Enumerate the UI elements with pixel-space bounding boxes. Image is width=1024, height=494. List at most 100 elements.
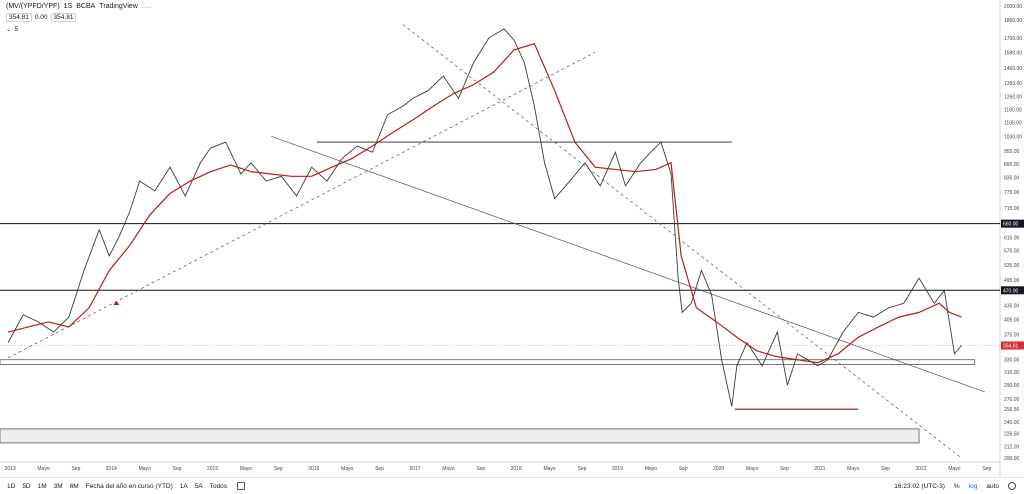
gear-icon[interactable] — [1008, 482, 1016, 490]
trendline[interactable] — [402, 24, 962, 459]
x-tick-label: 2018 — [511, 466, 522, 472]
timeframe-button[interactable]: 1A — [179, 482, 188, 490]
trendline[interactable] — [7, 51, 596, 359]
timeframe-button[interactable]: Fecha del año en curso (YTD) — [85, 482, 173, 490]
price-row: 354.81 0.00 354.81 — [6, 13, 77, 22]
symbol-name[interactable]: (MV/(YPFD/YPF) — [6, 3, 60, 10]
interval-label[interactable]: 1S — [63, 3, 73, 10]
level-badge — [1001, 219, 1024, 228]
y-tick-label: 1700.00 — [1004, 36, 1022, 42]
symbol-header: (MV/(YPFD/YPF) 1S BCBA TradingView ... — [6, 3, 151, 10]
x-tick-label: Mayo — [847, 466, 859, 472]
y-tick-label: 535.00 — [1004, 263, 1020, 269]
current-price-badge — [1001, 341, 1024, 350]
level-badge — [1001, 286, 1024, 295]
x-tick-label: Sep — [679, 466, 688, 472]
x-tick-label: 2013 — [5, 466, 16, 472]
x-tick-label: Sep — [173, 466, 182, 472]
y-tick-label: 405.00 — [1004, 318, 1020, 324]
more-icon[interactable]: ... — [141, 3, 151, 10]
clock-label[interactable]: 16:23:02 (UTC-3) — [894, 482, 945, 490]
source-label: TradingView — [99, 3, 138, 10]
x-tick-label: Mayo — [341, 466, 353, 472]
x-tick-label: 2015 — [207, 466, 218, 472]
y-tick-label: 1350.00 — [1004, 81, 1022, 87]
timeframe-button[interactable]: 6M — [69, 482, 79, 490]
exchange-label: BCBA — [76, 3, 96, 10]
timeframe-button[interactable]: Todos — [209, 482, 228, 490]
y-tick-label: 435.00 — [1004, 303, 1020, 309]
x-tick-label: 2014 — [106, 466, 117, 472]
y-tick-label: 715.00 — [1004, 206, 1020, 212]
x-tick-label: 2019 — [612, 466, 623, 472]
y-tick-label: 212.00 — [1004, 445, 1020, 451]
y-tick-label: 270.00 — [1004, 397, 1020, 403]
ma-length[interactable]: 5 — [14, 25, 19, 33]
x-tick-label: Mayo — [948, 466, 960, 472]
level-badge-label: 470.00 — [1003, 288, 1019, 294]
y-tick-label: 1580.00 — [1004, 50, 1022, 56]
y-tick-label: 575.00 — [1004, 249, 1020, 255]
chevron-down-icon[interactable]: ⌄ — [6, 26, 12, 33]
timeframe-button[interactable]: 1D — [7, 482, 16, 490]
y-tick-label: 835.00 — [1004, 175, 1020, 181]
price-change: 0.00 — [34, 14, 48, 21]
zone-box[interactable] — [0, 428, 920, 444]
y-tick-label: 895.00 — [1004, 162, 1020, 168]
x-tick-label: Sep — [982, 466, 991, 472]
timeframe-button[interactable]: 3M — [53, 482, 63, 490]
percent-toggle[interactable]: % — [953, 482, 960, 490]
calendar-icon[interactable] — [237, 482, 246, 490]
y-tick-label: 1460.00 — [1004, 66, 1022, 72]
x-tick-label: 2022 — [915, 466, 926, 472]
y-tick-label: 1180.00 — [1004, 108, 1022, 114]
price-series-line[interactable] — [7, 28, 962, 407]
level-badge-label: 660.00 — [1003, 222, 1019, 228]
moving-average-line[interactable] — [7, 43, 962, 364]
sell-price[interactable]: 354.81 — [6, 13, 32, 22]
y-tick-label: 2000.00 — [1004, 4, 1022, 10]
x-tick-label: Sep — [780, 466, 789, 472]
indicator-row: ⌄ 5 — [6, 25, 19, 34]
x-tick-label: Mayo — [240, 466, 252, 472]
y-tick-label: 226.50 — [1004, 432, 1020, 438]
log-toggle[interactable]: log — [968, 482, 978, 490]
buy-price[interactable]: 354.81 — [50, 13, 77, 22]
x-tick-label: Mayo — [139, 466, 151, 472]
x-tick-label: Mayo — [442, 466, 454, 472]
x-tick-label: Sep — [578, 466, 587, 472]
y-tick-label: 200.00 — [1004, 456, 1020, 462]
x-tick-label: 2020 — [713, 466, 724, 472]
auto-toggle[interactable]: auto — [986, 482, 999, 490]
timeframe-button[interactable]: 1M — [37, 482, 47, 490]
y-tick-label: 330.00 — [1004, 358, 1020, 364]
timeframe-button[interactable]: 5D — [22, 482, 31, 490]
x-tick-label: Mayo — [746, 466, 758, 472]
y-tick-label: 1030.00 — [1004, 134, 1022, 140]
toolbar-right: 16:23:02 (UTC-3) % log auto — [894, 482, 1016, 490]
y-tick-label: 1105.00 — [1004, 120, 1022, 126]
trendline[interactable] — [271, 135, 985, 393]
y-tick-label: 290.00 — [1004, 383, 1020, 389]
y-tick-label: 955.00 — [1004, 149, 1020, 155]
y-tick-label: 775.00 — [1004, 190, 1020, 196]
timeframe-button[interactable]: 5A — [194, 482, 203, 490]
bottom-toolbar: 1D 5D 1M 3M 6M Fecha del año en curso (YTD) 1A… — [0, 477, 1024, 494]
current-price-label: 354.81 — [1003, 343, 1019, 349]
annotation-arrow — [113, 301, 120, 306]
y-tick-label: 310.00 — [1004, 370, 1020, 376]
y-tick-label: 256.50 — [1004, 407, 1020, 413]
timeframe-list: 1D 5D 1M 3M 6M Fecha del año en curso (YTD) 1A… — [0, 483, 227, 490]
x-tick-label: Sep — [71, 466, 80, 472]
x-tick-label: 2017 — [409, 466, 420, 472]
y-tick-label: 615.00 — [1004, 236, 1020, 242]
y-tick-label: 375.00 — [1004, 333, 1020, 339]
x-tick-label: 2021 — [814, 466, 825, 472]
y-tick-label: 1860.00 — [1004, 18, 1022, 24]
y-tick-label: 1260.00 — [1004, 95, 1022, 101]
x-tick-label: Sep — [881, 466, 890, 472]
x-tick-label: Mayo — [37, 466, 49, 472]
zone-box[interactable] — [0, 359, 976, 365]
